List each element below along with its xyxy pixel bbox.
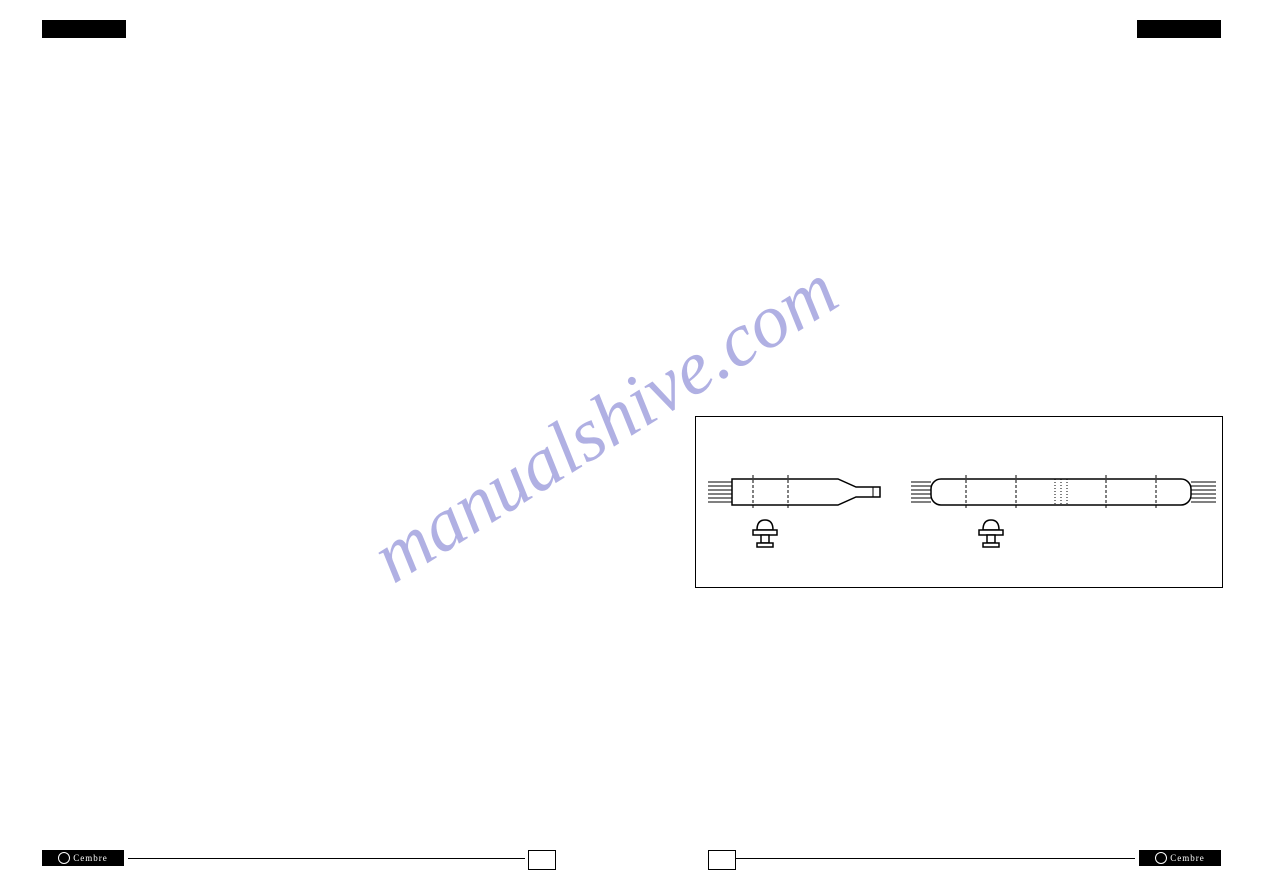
logo-circle-icon bbox=[1155, 852, 1167, 864]
terminal-lug-diagram bbox=[708, 472, 898, 582]
top-bar-left bbox=[42, 20, 126, 38]
page-box-left bbox=[528, 850, 556, 870]
footer-logo-right: Cembre bbox=[1139, 850, 1221, 866]
diagram-frame bbox=[695, 416, 1223, 588]
top-bar-right bbox=[1137, 20, 1221, 38]
logo-text-right: Cembre bbox=[1170, 853, 1205, 863]
logo-circle-icon bbox=[58, 852, 70, 864]
splice-diagram bbox=[911, 472, 1221, 582]
footer-line-right bbox=[736, 858, 1135, 859]
page-box-right bbox=[708, 850, 736, 870]
logo-text-left: Cembre bbox=[73, 853, 108, 863]
footer-line-left bbox=[128, 858, 525, 859]
footer-logo-left: Cembre bbox=[42, 850, 124, 866]
